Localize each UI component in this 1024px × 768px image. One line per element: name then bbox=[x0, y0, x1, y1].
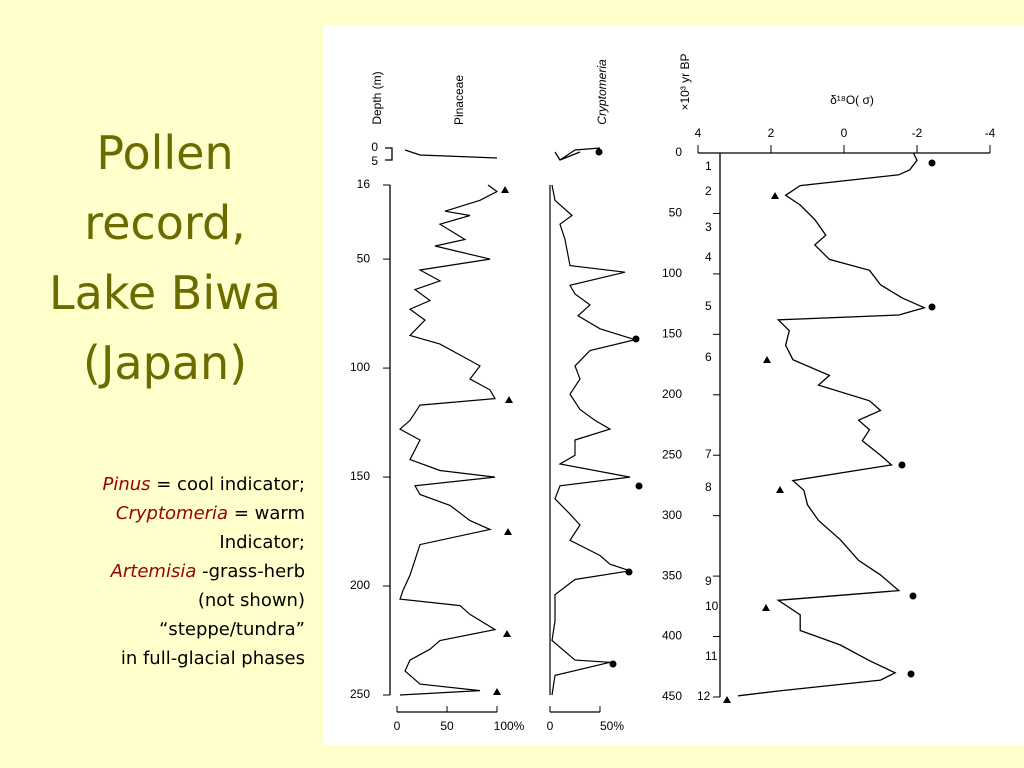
x-tick-label: -2 bbox=[912, 126, 923, 140]
cold-marker bbox=[505, 396, 513, 403]
depth-tick-label: 150 bbox=[350, 469, 370, 483]
x-tick-label: 0 bbox=[841, 126, 848, 140]
figure-background bbox=[323, 25, 1024, 745]
note-text: Indicator; bbox=[219, 532, 305, 553]
stage-label: 11 bbox=[705, 649, 718, 663]
depth-tick-label: 250 bbox=[350, 687, 370, 701]
stage-label: 10 bbox=[705, 599, 719, 613]
note-line: in full-glacial phases bbox=[20, 644, 305, 673]
depth-tick-label: 0 bbox=[371, 140, 378, 154]
stage-label: 12 bbox=[697, 689, 711, 703]
y-tick-label: 350 bbox=[662, 568, 682, 582]
stage-label: 6 bbox=[705, 350, 712, 364]
note-line: “steppe/tundra” bbox=[20, 615, 305, 644]
warm-marker bbox=[909, 592, 917, 600]
note-text: = warm bbox=[228, 503, 305, 524]
x-tick-label: 50% bbox=[600, 719, 624, 733]
y-tick-label: 150 bbox=[662, 327, 682, 341]
cold-marker bbox=[723, 696, 731, 703]
depth-tick-label: 200 bbox=[350, 578, 370, 592]
y-tick-label: 250 bbox=[662, 447, 682, 461]
title-line: record, bbox=[84, 196, 246, 250]
warm-marker bbox=[907, 670, 915, 678]
note-line: Artemisia -grass-herb bbox=[20, 557, 305, 586]
cold-marker bbox=[501, 186, 509, 193]
warm-marker bbox=[632, 335, 640, 343]
cold-marker bbox=[776, 486, 784, 493]
warm-marker bbox=[635, 482, 643, 490]
x-tick-label: 100% bbox=[494, 719, 525, 733]
pollen-curve bbox=[398, 184, 499, 696]
x-tick-label: 50 bbox=[440, 719, 454, 733]
y-tick-label: 50 bbox=[669, 206, 683, 220]
cold-marker bbox=[503, 630, 511, 637]
x-tick-label: 4 bbox=[695, 126, 702, 140]
panel-title: δ¹⁸O( σ) bbox=[830, 93, 874, 107]
notes: Pinus = cool indicator; Cryptomeria = war… bbox=[20, 470, 305, 673]
cold-marker bbox=[493, 688, 501, 695]
genus-name: Pinus bbox=[102, 474, 151, 495]
cold-marker bbox=[762, 604, 770, 611]
cold-marker bbox=[763, 356, 771, 363]
x-tick-label: 0 bbox=[394, 719, 401, 733]
panel-title: Pinaceae bbox=[452, 75, 466, 125]
note-line: Pinus = cool indicator; bbox=[20, 470, 305, 499]
genus-name: Cryptomeria bbox=[115, 503, 229, 524]
genus-name: Artemisia bbox=[110, 561, 197, 582]
x-tick-label: -4 bbox=[985, 126, 996, 140]
depth-tick-label: 5 bbox=[371, 154, 378, 168]
note-text: in full-glacial phases bbox=[120, 648, 305, 669]
note-text: (not shown) bbox=[197, 590, 305, 611]
isotope-curve bbox=[738, 152, 927, 697]
depth-tick-label: 16 bbox=[357, 177, 371, 191]
stage-label: 3 bbox=[705, 220, 712, 234]
note-line: Indicator; bbox=[20, 528, 305, 557]
note-line: (not shown) bbox=[20, 586, 305, 615]
stage-label: 2 bbox=[705, 184, 712, 198]
title-line: Lake Biwa bbox=[49, 266, 281, 320]
x-tick-label: 0 bbox=[547, 719, 554, 733]
stage-label: 5 bbox=[705, 299, 712, 313]
depth-tick-label: 50 bbox=[357, 251, 371, 265]
stage-label: 4 bbox=[705, 250, 712, 264]
y-tick-label: 400 bbox=[662, 629, 682, 643]
axis-title: ×10³ yr BP bbox=[678, 53, 692, 110]
slide-title: Pollen record, Lake Biwa (Japan) bbox=[20, 118, 310, 398]
note-text: “steppe/tundra” bbox=[159, 619, 305, 640]
y-tick-label: 200 bbox=[662, 387, 682, 401]
title-line: Pollen bbox=[96, 126, 234, 180]
note-line: Cryptomeria = warm bbox=[20, 499, 305, 528]
warm-marker bbox=[928, 159, 936, 167]
y-tick-label: 100 bbox=[662, 266, 682, 280]
stage-label: 8 bbox=[705, 480, 712, 494]
y-tick-label: 450 bbox=[662, 689, 682, 703]
depth-tick-label: 100 bbox=[350, 360, 370, 374]
panel-title: Cryptomeria bbox=[595, 59, 609, 125]
warm-marker bbox=[928, 303, 936, 311]
x-tick-label: 2 bbox=[768, 126, 775, 140]
title-line: (Japan) bbox=[82, 336, 248, 390]
cold-marker bbox=[771, 192, 779, 199]
warm-marker bbox=[625, 568, 633, 576]
inset-cryptomeria bbox=[554, 147, 601, 161]
stage-label: 7 bbox=[705, 447, 712, 461]
warm-marker bbox=[595, 148, 603, 156]
note-text: = cool indicator; bbox=[150, 474, 305, 495]
pollen-curve bbox=[551, 184, 638, 696]
warm-marker bbox=[609, 660, 617, 668]
y-tick-label: 300 bbox=[662, 508, 682, 522]
inset-pinaceae bbox=[385, 147, 498, 161]
cold-marker bbox=[504, 528, 512, 535]
stage-label: 1 bbox=[705, 159, 712, 173]
axis-title: Depth (m) bbox=[370, 71, 384, 124]
y-tick-label: 0 bbox=[675, 145, 682, 159]
warm-marker bbox=[898, 461, 906, 469]
stage-label: 9 bbox=[705, 574, 712, 588]
note-text: -grass-herb bbox=[196, 561, 305, 582]
